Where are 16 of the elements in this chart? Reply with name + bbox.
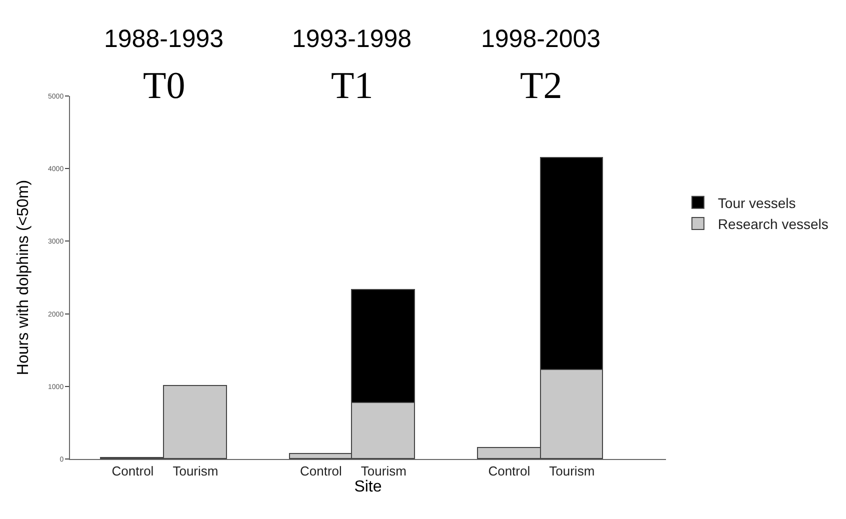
text: 1998-2003: [481, 25, 601, 53]
x-tick-label: Control: [300, 464, 342, 479]
legend-label: Tour vessels: [718, 194, 796, 211]
text: 1993-1998: [292, 25, 412, 53]
x-tick-label: Tourism: [360, 464, 406, 479]
x-tick-label: Tourism: [172, 464, 218, 479]
x-axis-title: Site: [354, 478, 382, 496]
annotation: T2: [520, 65, 562, 107]
y-axis-title: Hours with dolphins (<50m): [15, 180, 32, 376]
text: 1988-1993: [104, 25, 224, 53]
annotation: T1: [331, 65, 374, 107]
x-tick-label: Control: [112, 464, 154, 479]
annotation: T0: [143, 65, 186, 107]
x-tick-label: Control: [488, 464, 530, 479]
legend-label: Research vessels: [718, 216, 828, 232]
x-tick-label: Tourism: [549, 464, 595, 479]
